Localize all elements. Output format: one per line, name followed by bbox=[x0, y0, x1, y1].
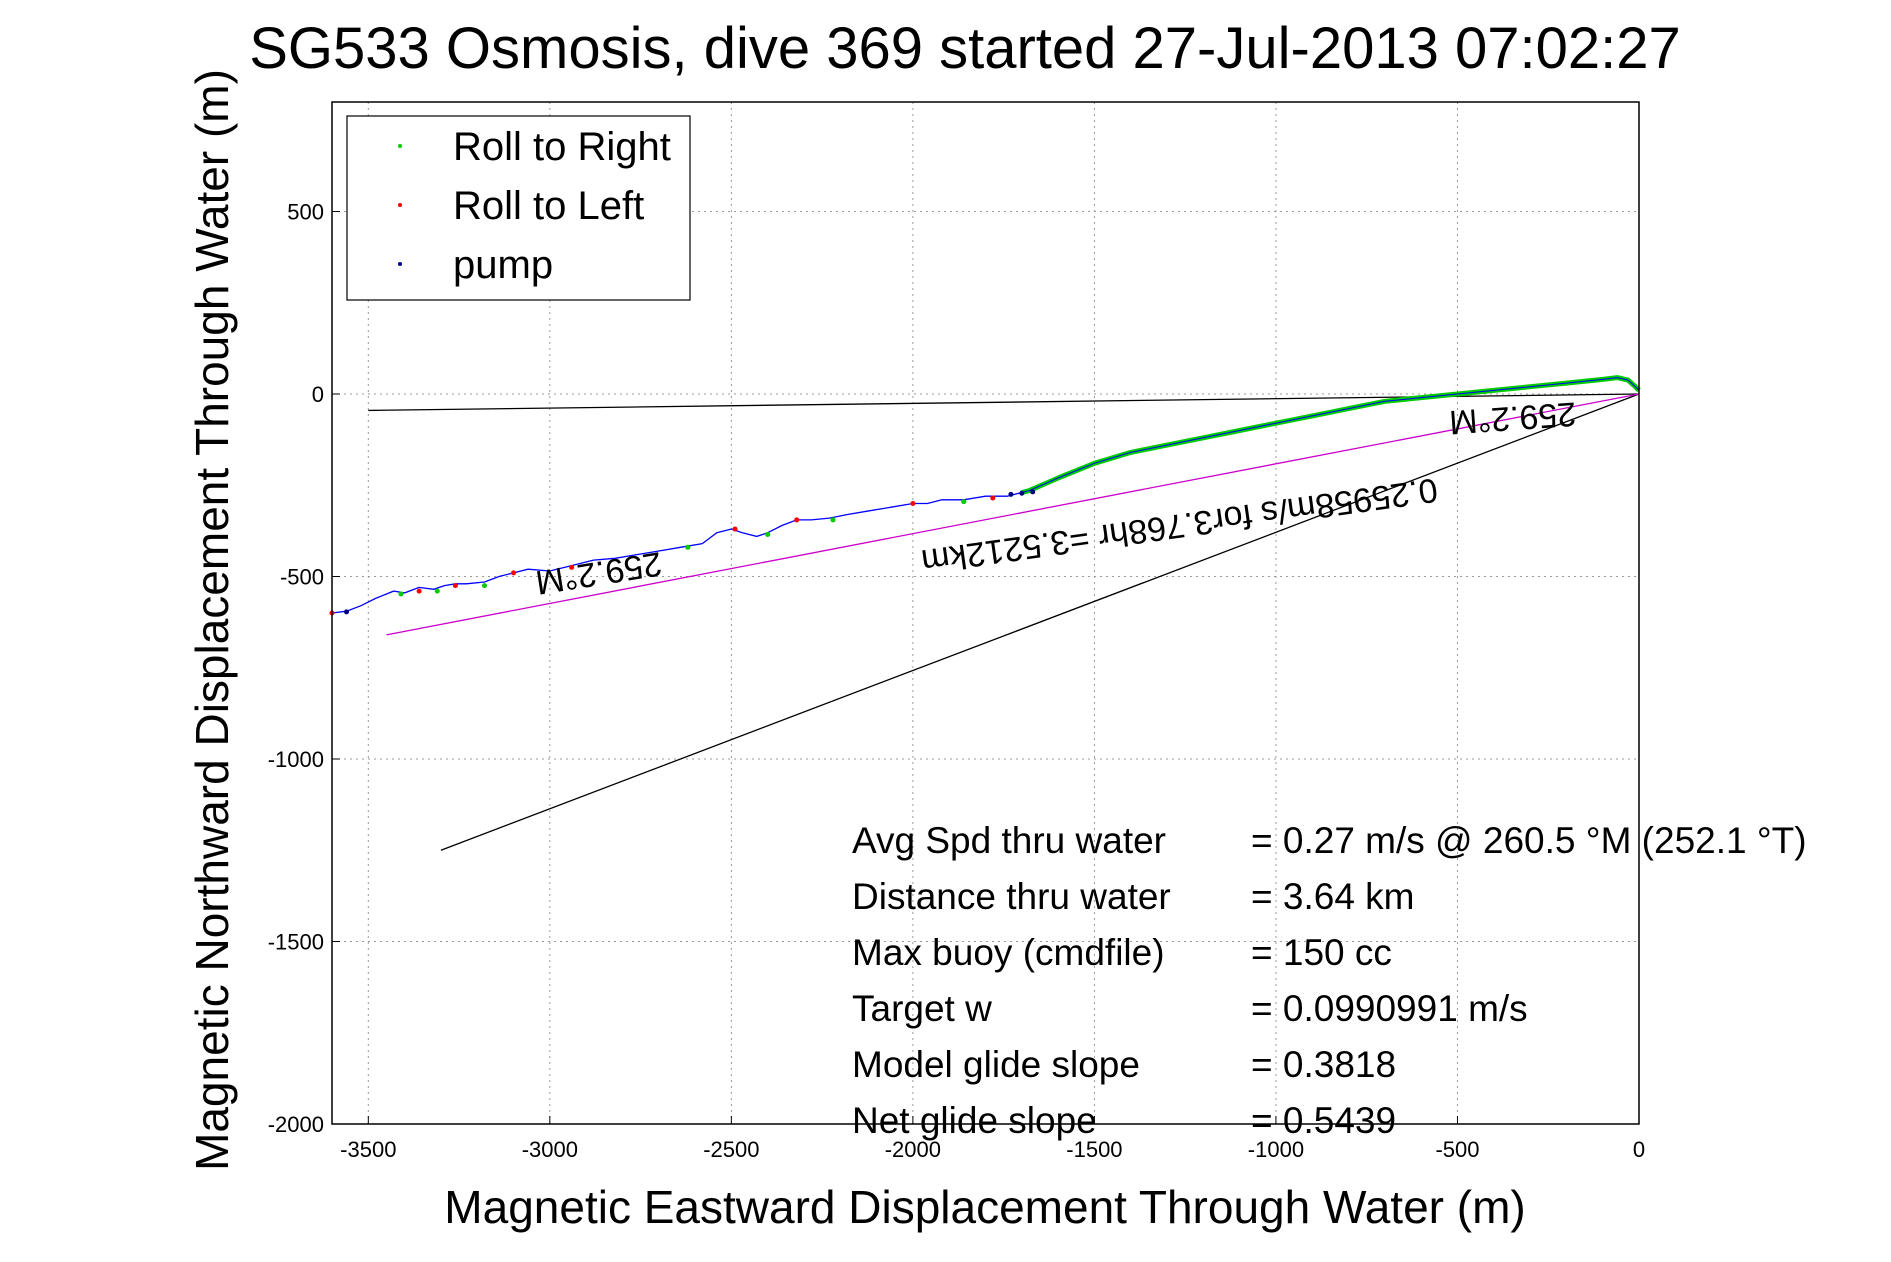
stat-value: = 0.27 m/s @ 260.5 °M (252.1 °T) bbox=[1251, 820, 1807, 861]
y-tick-label: 500 bbox=[287, 200, 324, 225]
stat-label: Avg Spd thru water bbox=[852, 820, 1166, 861]
pump-point bbox=[344, 609, 350, 615]
stat-value: = 0.5439 bbox=[1251, 1100, 1396, 1141]
chart-title: SG533 Osmosis, dive 369 started 27-Jul-2… bbox=[249, 16, 1681, 81]
x-axis-label: Magnetic Eastward Displacement Through W… bbox=[444, 1181, 1525, 1233]
x-tick-label: -1500 bbox=[1066, 1137, 1122, 1162]
axis-ticks: -3500 -3000 -2500 -2000 -1500 -1000 -500 0 500 0 -… bbox=[268, 200, 1645, 1163]
roll-right-point bbox=[685, 544, 691, 550]
roll-right-point bbox=[765, 532, 771, 538]
x-tick-label: -3000 bbox=[522, 1137, 578, 1162]
stat-label: Net glide slope bbox=[852, 1100, 1097, 1141]
roll-left-point bbox=[990, 495, 996, 501]
plot-frame bbox=[331, 101, 1640, 1125]
x-tick-label: -2500 bbox=[703, 1137, 759, 1162]
pump-point bbox=[1019, 490, 1025, 496]
pump-point bbox=[1030, 489, 1036, 495]
stat-label: Model glide slope bbox=[852, 1044, 1140, 1085]
roll-right-point bbox=[398, 591, 404, 597]
roll-right-point bbox=[961, 499, 967, 505]
roll-right-point bbox=[481, 583, 487, 589]
legend-label: Roll to Left bbox=[453, 184, 644, 228]
pump-point bbox=[1008, 491, 1014, 497]
x-tick-label: 0 bbox=[1633, 1137, 1645, 1162]
x-tick-label: -2000 bbox=[885, 1137, 941, 1162]
y-tick-label: -1000 bbox=[268, 747, 324, 772]
track-line bbox=[331, 491, 1022, 614]
roll-left-point bbox=[511, 570, 517, 576]
y-tick-label: -1500 bbox=[268, 930, 324, 955]
stat-label: Max buoy (cmdfile) bbox=[852, 932, 1165, 973]
reference-line bbox=[386, 393, 1640, 636]
legend-label: pump bbox=[453, 243, 553, 287]
legend-marker bbox=[398, 144, 402, 148]
y-tick-label: 0 bbox=[312, 382, 324, 407]
y-tick-label: -500 bbox=[280, 565, 324, 590]
legend-marker bbox=[398, 262, 402, 266]
x-tick-label: -3500 bbox=[340, 1137, 396, 1162]
legend-marker bbox=[398, 203, 402, 207]
legend: Roll to Right Roll to Left pump bbox=[346, 115, 691, 301]
stat-value: = 0.0990991 m/s bbox=[1251, 988, 1528, 1029]
roll-right-point bbox=[830, 517, 836, 523]
x-tick-label: -500 bbox=[1435, 1137, 1479, 1162]
y-axis-label: Magnetic Northward Displacement Through … bbox=[186, 69, 238, 1171]
roll-left-point bbox=[452, 583, 458, 589]
track-line-overlay bbox=[1021, 377, 1640, 493]
roll-left-point bbox=[910, 501, 916, 506]
x-tick-label: -1000 bbox=[1248, 1137, 1304, 1162]
stat-value: = 0.3818 bbox=[1251, 1044, 1396, 1085]
reference-line bbox=[440, 393, 1640, 851]
roll-right-point bbox=[434, 588, 440, 594]
stat-label: Target w bbox=[852, 988, 992, 1029]
roll-left-point bbox=[732, 526, 738, 532]
line-label: 259.2°M bbox=[1448, 394, 1577, 441]
stat-value: = 150 cc bbox=[1251, 932, 1392, 973]
stat-label: Distance thru water bbox=[852, 876, 1171, 917]
data-points bbox=[329, 489, 1036, 616]
roll-left-point bbox=[569, 564, 575, 570]
dive-track bbox=[331, 375, 1641, 614]
legend-label: Roll to Right bbox=[453, 125, 671, 169]
roll-left-point bbox=[416, 588, 422, 594]
roll-left-point bbox=[794, 517, 800, 523]
stat-value: = 3.64 km bbox=[1251, 876, 1415, 917]
stats-block: Avg Spd thru water = 0.27 m/s @ 260.5 °M … bbox=[852, 820, 1807, 1141]
y-tick-label: -2000 bbox=[268, 1112, 324, 1137]
